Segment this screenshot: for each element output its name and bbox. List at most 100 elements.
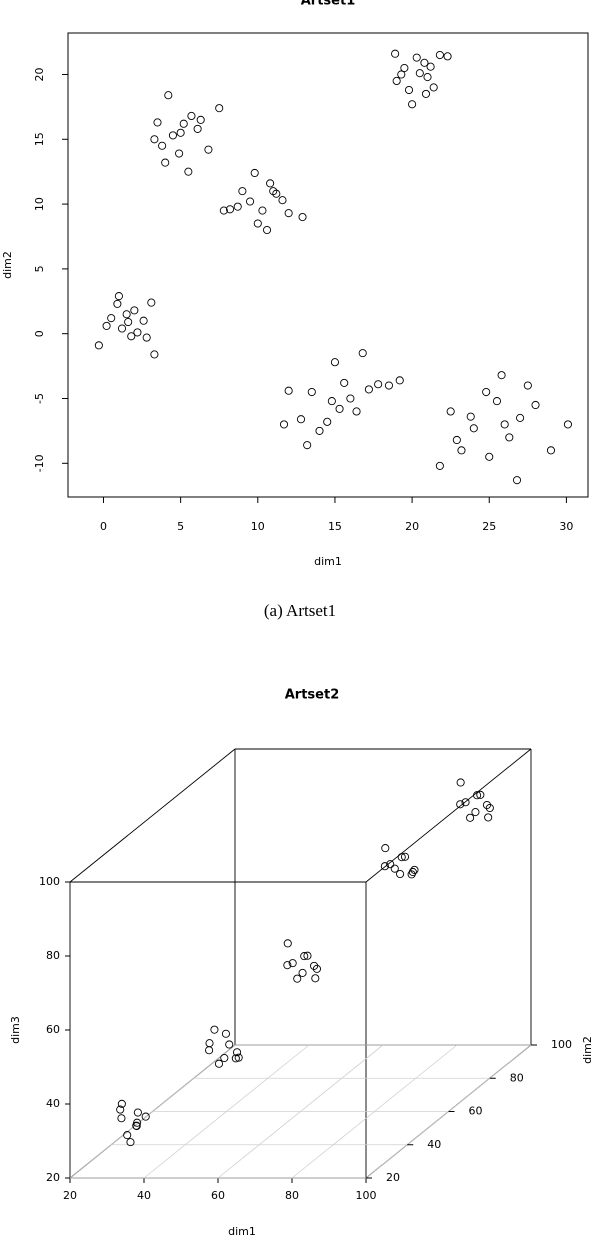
- point: [384, 381, 393, 390]
- point: [505, 433, 514, 442]
- point: [126, 1138, 135, 1147]
- point: [141, 1112, 150, 1121]
- point: [435, 461, 444, 470]
- x-tick-label: 40: [137, 1189, 151, 1202]
- point: [176, 128, 185, 137]
- point: [386, 860, 395, 869]
- point: [94, 341, 103, 350]
- point: [133, 1108, 142, 1117]
- point: [232, 1048, 242, 1057]
- z-tick-label: 100: [39, 875, 60, 888]
- point: [117, 1099, 126, 1108]
- point: [546, 446, 556, 455]
- point: [147, 298, 156, 307]
- z-tick-label: 80: [46, 949, 60, 962]
- point: [457, 446, 466, 455]
- point: [476, 790, 485, 799]
- point: [269, 187, 278, 196]
- point: [133, 1118, 142, 1127]
- point: [184, 167, 193, 176]
- point: [456, 778, 465, 787]
- point: [452, 435, 461, 445]
- point: [164, 91, 173, 100]
- point: [214, 1059, 224, 1068]
- point: [296, 415, 306, 424]
- x-tick-label: 60: [211, 1189, 225, 1202]
- point: [221, 1029, 230, 1038]
- x-tick-label: 100: [356, 1189, 377, 1202]
- point: [446, 407, 455, 416]
- point: [196, 115, 205, 124]
- y-tick-label: 60: [469, 1105, 483, 1118]
- point: [497, 371, 506, 380]
- point: [225, 1040, 234, 1049]
- point: [215, 104, 224, 113]
- point: [456, 800, 465, 809]
- point: [122, 310, 131, 319]
- x-tick-label: 20: [63, 1189, 77, 1202]
- point: [426, 62, 435, 71]
- point: [233, 202, 242, 211]
- point: [310, 961, 319, 970]
- point: [300, 952, 309, 961]
- x-tick-label: 0: [100, 520, 107, 533]
- point: [412, 53, 421, 62]
- point: [408, 100, 417, 109]
- point: [139, 316, 148, 325]
- y-axis-label: dim2: [581, 1036, 594, 1064]
- point: [220, 1053, 229, 1063]
- point: [323, 417, 332, 426]
- point: [408, 867, 417, 877]
- point: [397, 70, 406, 79]
- x-axis-label: dim1: [228, 1225, 256, 1238]
- point: [482, 800, 492, 810]
- point: [238, 187, 247, 196]
- point: [404, 85, 414, 95]
- point: [346, 394, 355, 403]
- point: [204, 145, 213, 154]
- point: [250, 168, 259, 178]
- point: [466, 813, 475, 822]
- point: [219, 206, 228, 215]
- point: [484, 813, 493, 822]
- point: [381, 844, 390, 853]
- point: [390, 864, 399, 873]
- point: [278, 196, 287, 205]
- caption: (a) Artset1: [264, 601, 336, 620]
- x-tick-label: 30: [559, 520, 573, 533]
- y-tick-label: -10: [33, 454, 46, 472]
- point: [435, 50, 444, 60]
- chart-title: Artset2: [285, 688, 340, 703]
- plot-frame: [67, 32, 589, 498]
- point: [461, 798, 470, 807]
- y-tick-label: 0: [33, 330, 46, 337]
- point: [563, 420, 572, 429]
- point: [392, 76, 401, 86]
- point: [293, 974, 302, 983]
- point: [114, 292, 123, 301]
- point: [397, 853, 406, 862]
- point: [288, 959, 297, 968]
- point: [523, 381, 532, 390]
- point: [415, 69, 424, 78]
- z-tick-label: 60: [46, 1023, 60, 1036]
- point: [374, 380, 383, 389]
- point: [469, 424, 478, 433]
- point: [358, 349, 367, 358]
- point: [312, 964, 321, 973]
- point: [531, 400, 540, 410]
- point: [130, 306, 139, 315]
- point: [127, 332, 136, 341]
- point: [315, 426, 324, 435]
- point: [246, 197, 255, 206]
- point: [150, 135, 159, 144]
- point: [283, 961, 292, 970]
- point: [473, 791, 482, 800]
- point: [327, 397, 336, 406]
- point: [133, 328, 142, 337]
- point: [102, 321, 111, 330]
- y-tick-label: 80: [510, 1071, 524, 1084]
- point: [187, 111, 196, 120]
- y-tick-label: 15: [33, 132, 46, 146]
